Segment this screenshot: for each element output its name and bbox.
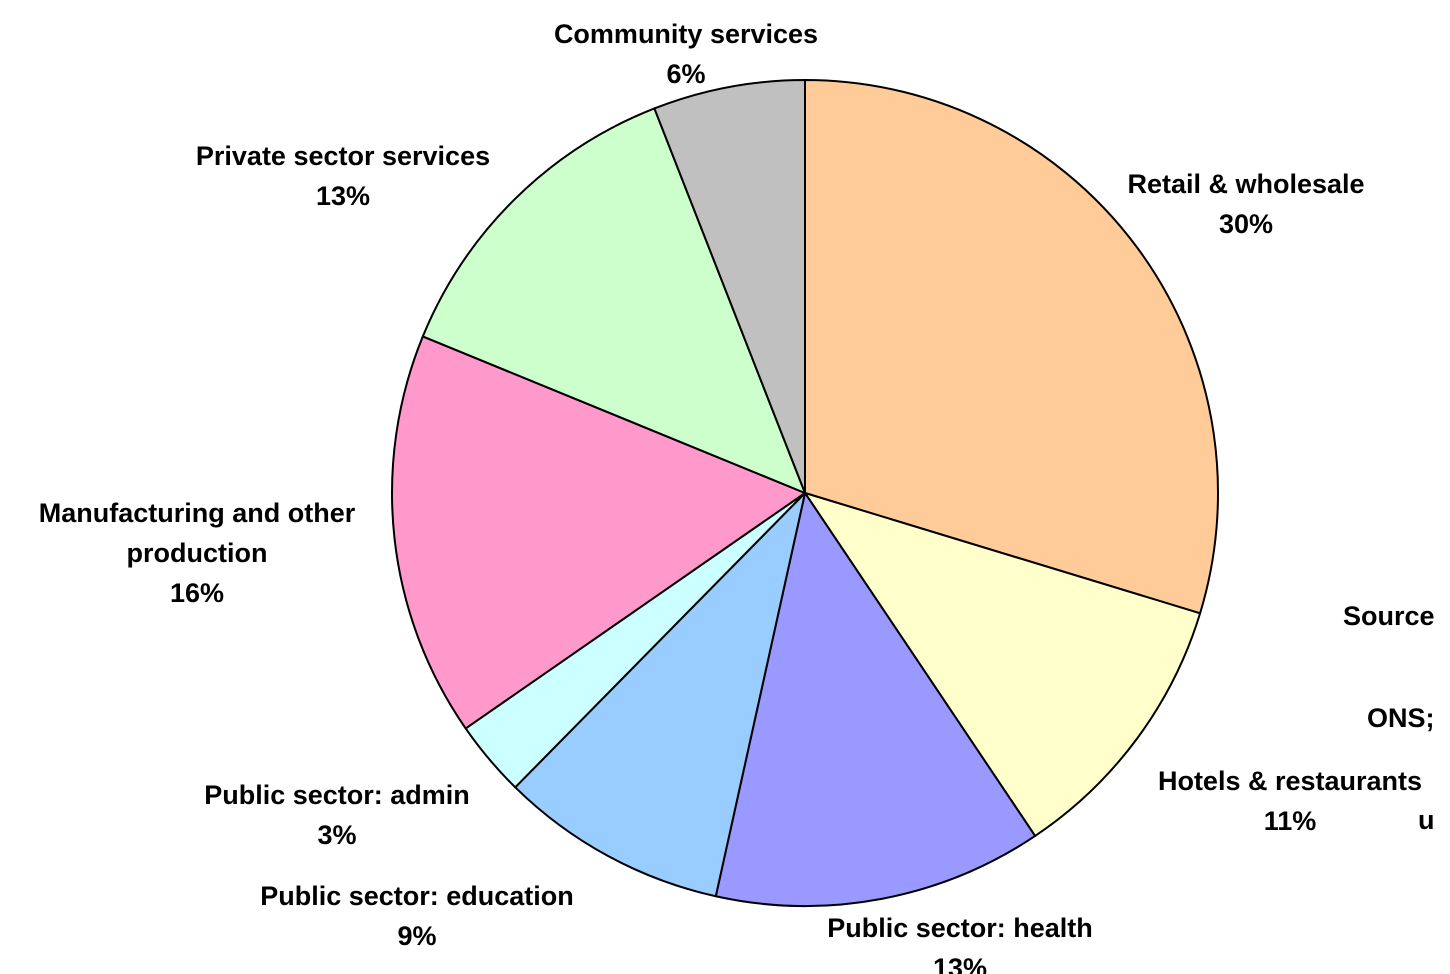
slice-label-public-sector-education: Public sector: education 9% bbox=[260, 881, 574, 951]
slice-value-label: 11% bbox=[1264, 806, 1317, 836]
pie-slice-public-sector-health bbox=[714, 492, 1037, 907]
source-note-line-3: u bbox=[1418, 805, 1435, 835]
slice-label-retail-wholesale: Retail & wholesale 30% bbox=[1127, 169, 1364, 239]
slice-name-label: Community services bbox=[554, 19, 818, 49]
source-note: Source ONS; u bbox=[1343, 531, 1435, 871]
slice-name-label: production bbox=[127, 538, 268, 568]
pie-slice-community-services bbox=[653, 79, 806, 494]
slice-label-hotels-restaurants: Hotels & restaurants 11% bbox=[1158, 766, 1422, 836]
slice-value-label: 6% bbox=[666, 59, 705, 89]
slice-value-label: 30% bbox=[1219, 209, 1273, 239]
pie-labels: Retail & wholesale 30% Hotels & restaurant… bbox=[39, 19, 1422, 974]
slice-label-manufacturing-and-other-production: Manufacturing and other production 16% bbox=[39, 498, 356, 608]
pie-slice-hotels-restaurants bbox=[804, 492, 1202, 837]
slice-value-label: 13% bbox=[933, 953, 987, 974]
slice-value-label: 13% bbox=[316, 181, 370, 211]
slice-name-label: Retail & wholesale bbox=[1127, 169, 1364, 199]
pie-slice-manufacturing-and-other-production bbox=[391, 335, 806, 730]
slice-name-label: Public sector: education bbox=[260, 881, 574, 911]
pie-slice-private-sector-services bbox=[421, 107, 806, 494]
slice-name-label: Public sector: health bbox=[827, 913, 1093, 943]
slice-value-label: 3% bbox=[317, 820, 356, 850]
slice-label-public-sector-admin: Public sector: admin 3% bbox=[204, 780, 470, 850]
source-note-line-2: ONS; bbox=[1367, 703, 1435, 733]
slice-name-label: Private sector services bbox=[196, 141, 490, 171]
slice-name-label: Manufacturing and other bbox=[39, 498, 356, 528]
slice-label-private-sector-services: Private sector services 13% bbox=[196, 141, 490, 211]
slice-name-label: Hotels & restaurants bbox=[1158, 766, 1422, 796]
slice-label-public-sector-health: Public sector: health 13% bbox=[827, 913, 1093, 974]
slice-value-label: 9% bbox=[397, 921, 436, 951]
pie-slices bbox=[391, 79, 1219, 907]
pie-slice-public-sector-education bbox=[514, 492, 806, 898]
pie-slice-retail-wholesale bbox=[804, 79, 1219, 615]
slice-value-label: 16% bbox=[170, 578, 224, 608]
slice-label-community-services: Community services 6% bbox=[554, 19, 818, 89]
slice-name-label: Public sector: admin bbox=[204, 780, 470, 810]
source-note-line-1: Source bbox=[1343, 601, 1435, 631]
